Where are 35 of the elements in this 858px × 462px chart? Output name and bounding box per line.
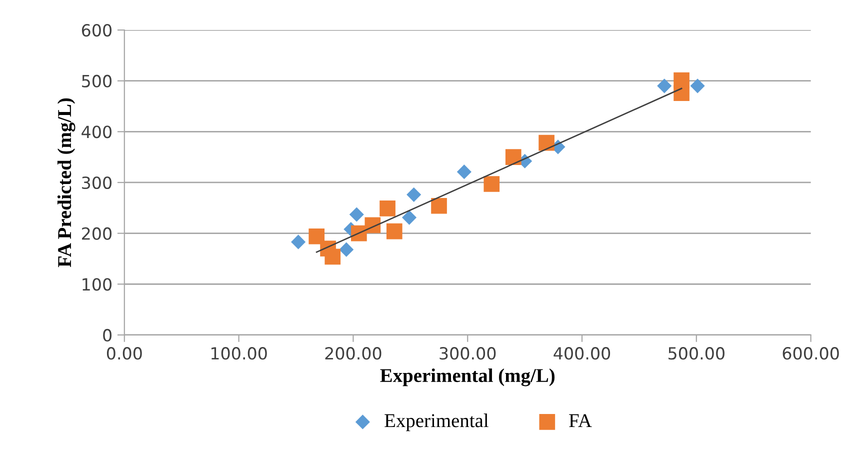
- point: [690, 78, 705, 94]
- x-tick-label: 0.00: [106, 347, 142, 360]
- point: [484, 176, 500, 192]
- y-tick-label: 100: [82, 278, 112, 291]
- y-tick-label: 400: [82, 126, 112, 138]
- y-tick-label: 300: [82, 176, 112, 190]
- point: [308, 228, 325, 244]
- point: [349, 207, 364, 222]
- x-axis-title: Experimental (mg/L): [380, 368, 555, 386]
- point: [657, 78, 672, 94]
- point: [406, 187, 422, 202]
- legend-label: Experimental: [384, 414, 488, 432]
- x-tick-label: 500.00: [668, 347, 724, 360]
- point: [339, 242, 354, 257]
- point: [386, 223, 402, 240]
- y-tick-label: 200: [82, 227, 112, 240]
- point: [291, 234, 306, 250]
- point: [324, 248, 341, 265]
- x-tick-label: 600.00: [782, 347, 839, 360]
- x-tick-label: 200.00: [325, 347, 382, 360]
- point: [538, 134, 554, 151]
- point: [674, 85, 690, 101]
- legend-label: FA: [569, 414, 592, 428]
- x-tick-label: 100.00: [211, 347, 267, 360]
- y-axis-title: FA Predicted (mg/L): [57, 98, 76, 268]
- y-tick-label: 600: [82, 24, 112, 37]
- y-tick-label: 500: [82, 74, 112, 88]
- y-tick-label: 0: [103, 328, 112, 342]
- point: [431, 198, 447, 214]
- point: [456, 164, 472, 180]
- point: [380, 200, 396, 216]
- x-tick-label: 400.00: [554, 347, 610, 360]
- point: [402, 210, 417, 225]
- x-tick-label: 300.00: [440, 347, 496, 360]
- point: [505, 149, 522, 165]
